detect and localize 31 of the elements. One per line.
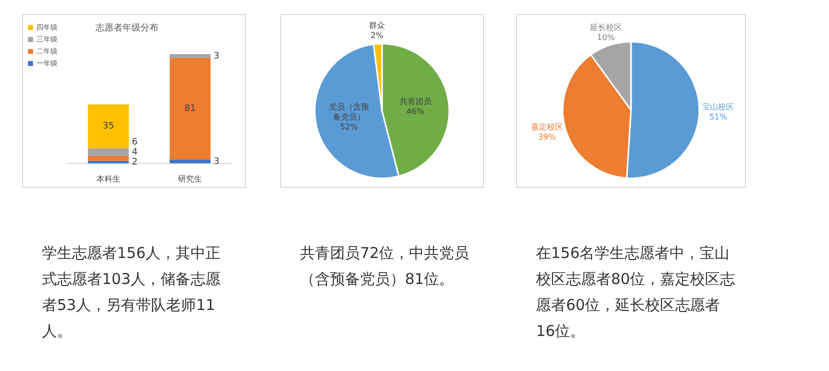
data-label: 2: [132, 157, 138, 168]
data-label: 2%: [370, 30, 384, 40]
data-label: 81: [184, 104, 196, 114]
slice-label: 共青团员: [399, 96, 432, 106]
data-label: 10%: [597, 32, 616, 42]
data-label: 3: [214, 51, 220, 62]
bar: [170, 160, 211, 164]
slice-label: 嘉定校区: [530, 122, 563, 132]
slice-label: 宝山校区: [702, 102, 734, 112]
data-label: 35: [102, 122, 114, 132]
x-tick-label: 研究生: [178, 174, 202, 184]
chart-title: 志愿者年级分布: [96, 22, 158, 34]
bar: [88, 148, 129, 156]
bar: [170, 58, 211, 160]
text: 在156名学生志愿者中，宝山校区志愿者80位，嘉定校区志愿者60位，延长校区志愿者16位。: [535, 243, 736, 342]
data-label: 52%: [340, 122, 358, 132]
text: 学生志愿者156人，其中正式志愿者103人，储备志愿者53人，另有带队老师11人。: [41, 243, 222, 342]
data-label: 46%: [406, 106, 425, 116]
data-label: 51%: [709, 112, 728, 122]
x-tick-label: 本科生: [96, 174, 120, 184]
slice-label: 党员（含预备党员）: [328, 102, 369, 122]
bar: [88, 156, 129, 161]
data-label: 4: [132, 147, 138, 158]
data-label: 6: [132, 137, 138, 148]
slice-label: 群众: [368, 20, 385, 30]
bar: [170, 54, 211, 58]
text: 共青团员72位，中共党员（含预备党员）81位。: [299, 243, 470, 290]
data-label: 3: [214, 156, 220, 167]
bar: [88, 104, 129, 148]
slice-label: 延长校区: [588, 22, 622, 32]
data-label: 39%: [538, 132, 556, 142]
